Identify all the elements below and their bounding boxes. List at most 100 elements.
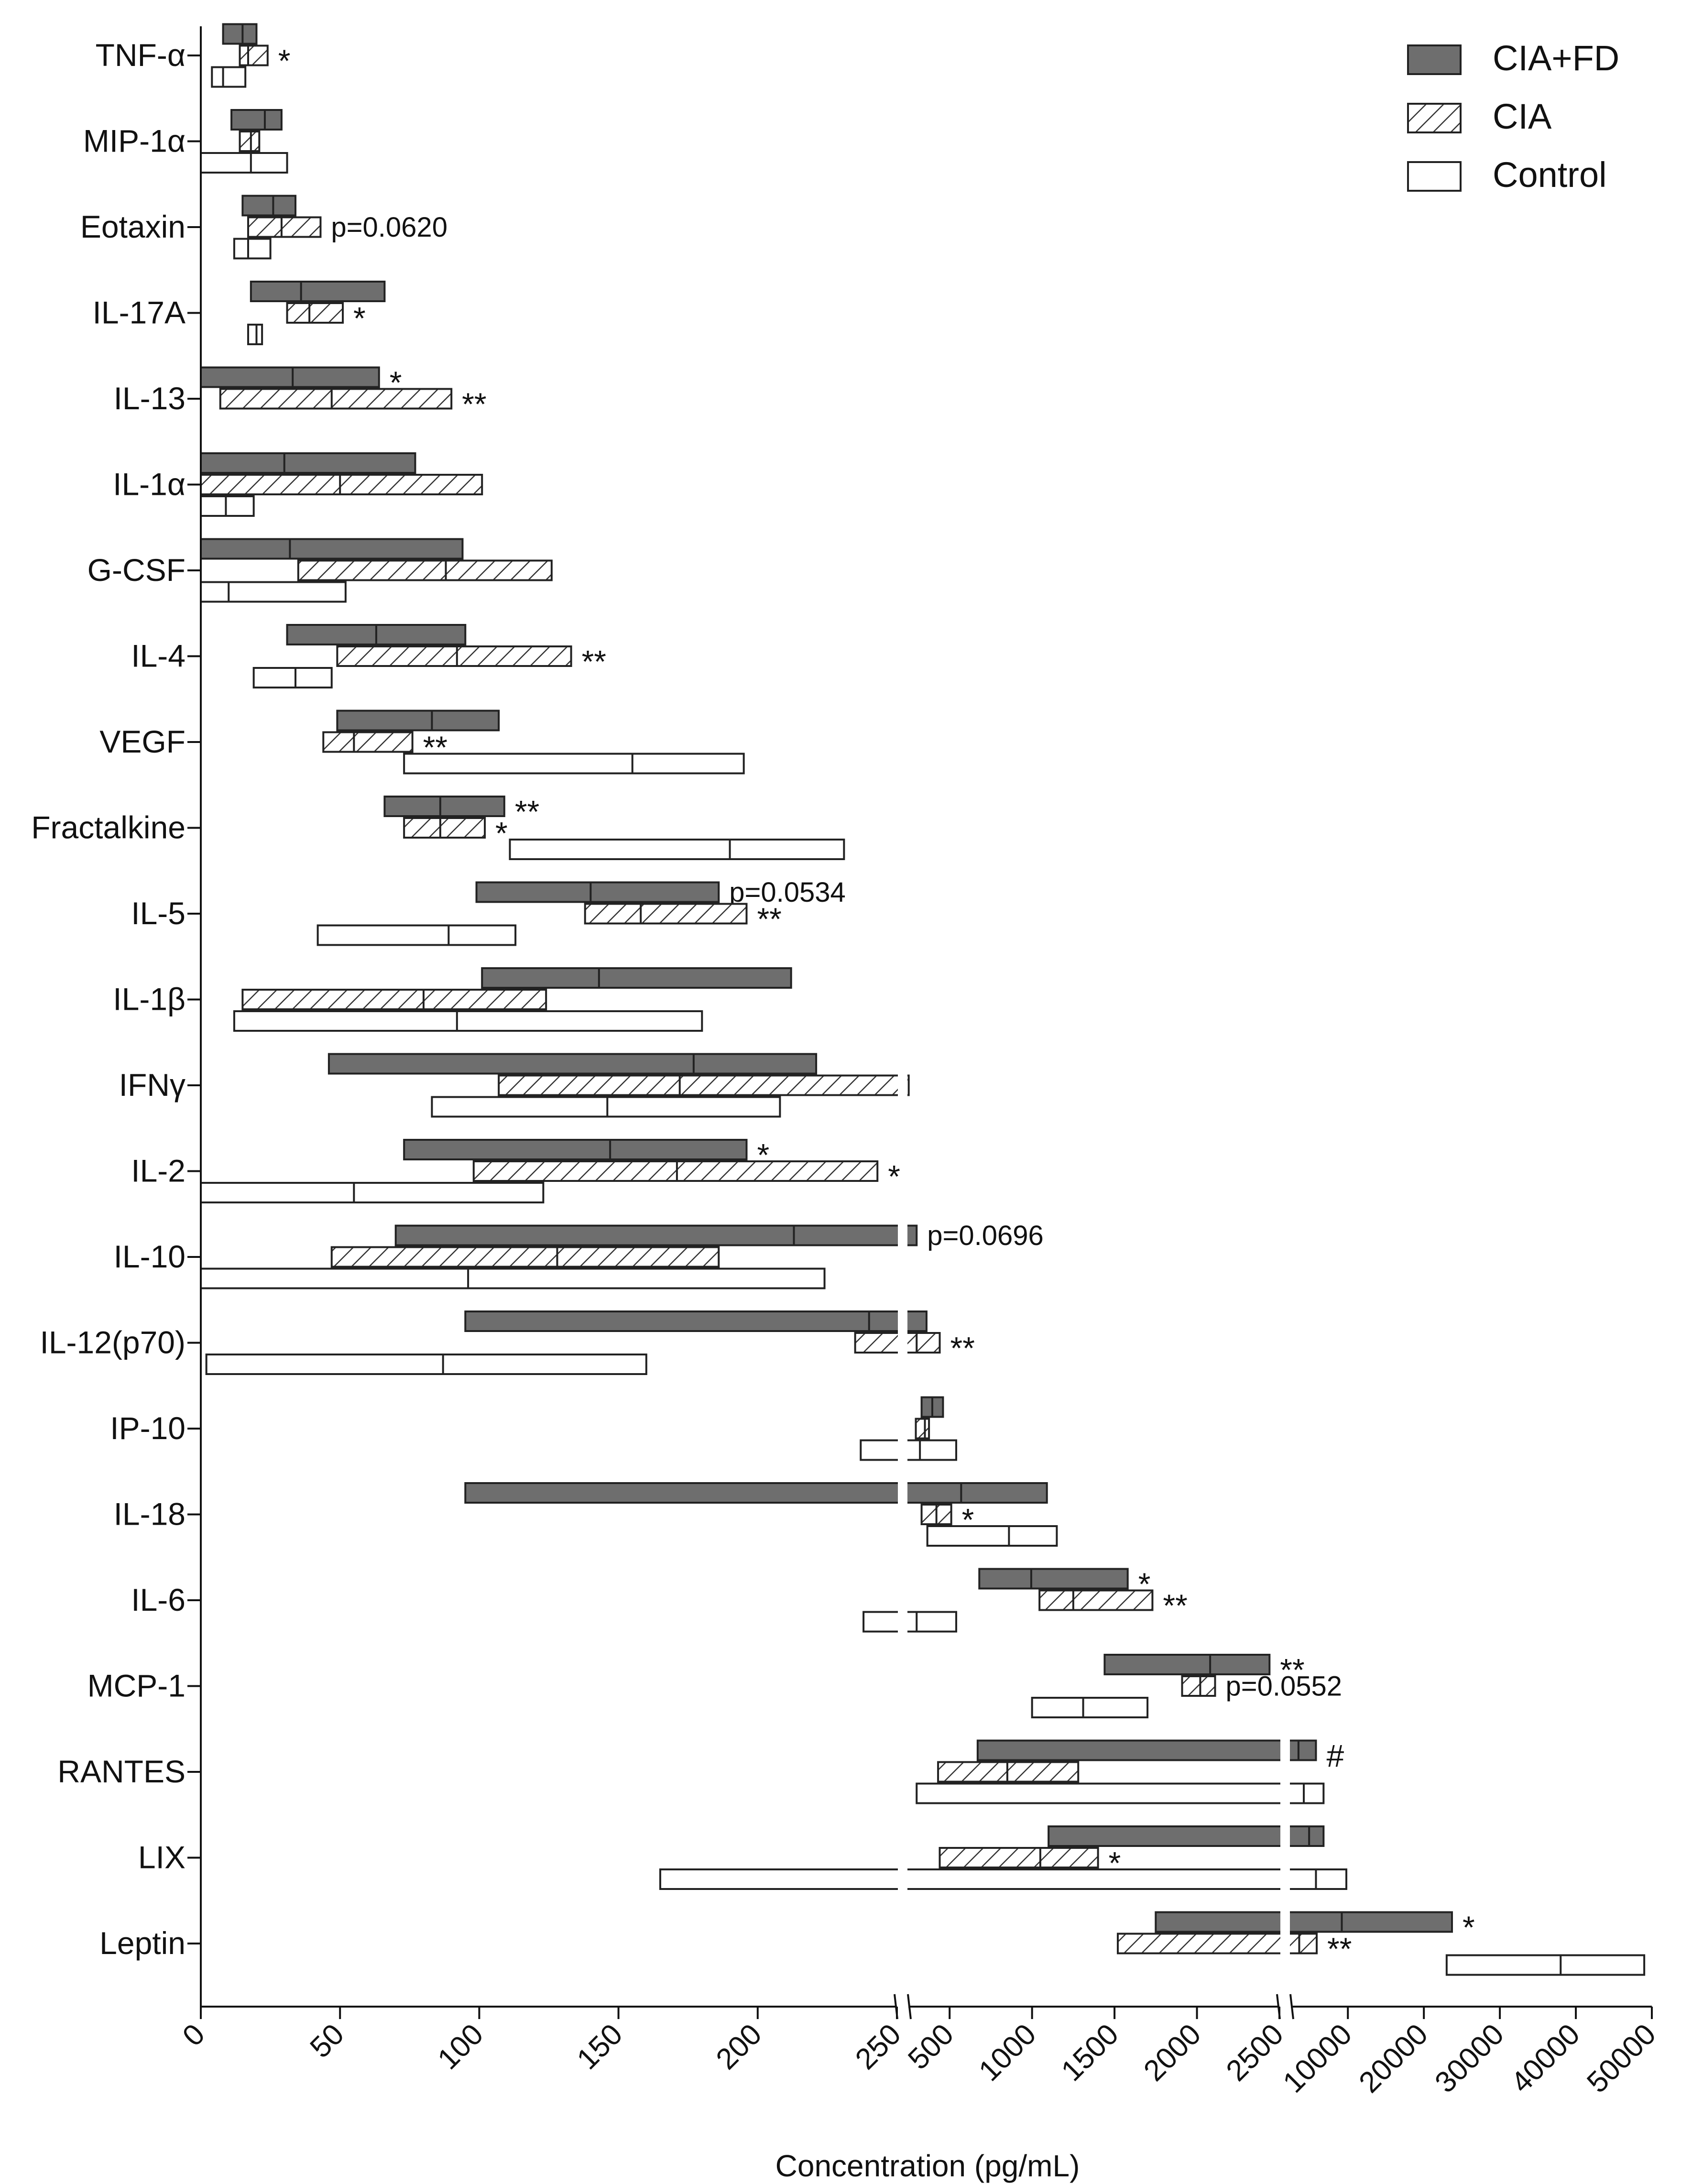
bar-range-il-17a-cia-fd	[250, 281, 386, 302]
bar-range-fractalkine-cia-fd	[383, 796, 505, 817]
bar-range-tnf-cia-fd	[222, 23, 258, 45]
bar-vegf-cia-fd	[336, 710, 500, 732]
bar-range-lix-cia-fd	[1048, 1825, 1325, 1847]
bar-il-17a-cia-fd	[250, 281, 386, 302]
bar-ip-10-control	[860, 1437, 958, 1463]
bar-range-mip-1-cia-fd	[230, 109, 283, 131]
bar-range-il-17a-cia	[286, 302, 344, 324]
category-label-rantes: RANTES	[57, 1754, 186, 1789]
axes-layer: TNF-α MIP-1α Eotaxin IL-17A IL-13 IL-1α G-CSF I…	[31, 26, 1662, 2099]
category-label-il-12-p70: IL-12(p70)	[40, 1325, 186, 1360]
bar-range-il-10-cia	[330, 1246, 720, 1268]
category-label-mip-1: MIP-1α	[83, 123, 186, 159]
bar-tnf-control	[211, 66, 247, 88]
significance-label-fractalkine-cia: *	[495, 816, 508, 851]
bar-il-6-control	[862, 1609, 958, 1635]
bar-range-il-10-control	[200, 1267, 826, 1289]
category-label-il-5: IL-5	[131, 895, 186, 931]
bar-il-2-cia	[472, 1160, 879, 1182]
bar-range-leptin-cia-fd	[1155, 1911, 1453, 1933]
x-tick-label-50000: 50000	[1581, 2018, 1662, 2099]
bar-range-il-6-cia-fd	[978, 1568, 1129, 1590]
bar-range-il-13-cia	[219, 388, 453, 410]
category-label-il-17a: IL-17A	[93, 295, 186, 330]
bar-range-tnf-control	[211, 66, 247, 88]
bar-il-1-cia	[200, 474, 483, 495]
bars-layer: *p=0.0620***********p=0.0534****p=0.0696…	[200, 23, 1646, 1976]
bar-break-gap-1	[898, 1480, 907, 1506]
significance-label-il-17a-cia: *	[353, 301, 366, 336]
bar-il-2-cia-fd	[403, 1139, 748, 1160]
legend-label-control: Control	[1493, 155, 1607, 195]
axis-break-mark-2b	[1289, 1994, 1294, 2020]
bar-ifn-control	[431, 1096, 781, 1118]
bar-il-2-control	[200, 1182, 545, 1203]
bar-range-lix-cia	[939, 1847, 1099, 1868]
significance-label-il-13-cia: **	[462, 386, 486, 422]
bar-il-1-control	[200, 495, 255, 517]
bar-rantes-cia-fd	[976, 1737, 1317, 1763]
bar-range-il-18-control	[926, 1525, 1058, 1547]
bar-range-g-csf-cia-fd	[200, 538, 464, 560]
bar-range-mcp-1-cia-fd	[1103, 1654, 1271, 1675]
bar-range-leptin-control	[1445, 1954, 1646, 1976]
bar-fractalkine-cia-fd	[383, 796, 505, 817]
bar-fractalkine-control	[509, 839, 845, 860]
significance-label-leptin-cia: **	[1327, 1931, 1352, 1966]
bar-range-il-1-cia-fd	[481, 967, 792, 989]
category-label-il-1: IL-1α	[113, 467, 186, 502]
bar-range-ifn-control	[431, 1096, 781, 1118]
x-tick-label-150: 150	[571, 2018, 629, 2076]
bar-il-10-cia	[330, 1246, 720, 1268]
category-label-il-13: IL-13	[114, 381, 186, 416]
legend-item-cia-fd: CIA+FD	[1407, 38, 1619, 78]
x-tick-label-10000: 10000	[1277, 2018, 1358, 2099]
bar-il-18-cia	[920, 1504, 952, 1525]
bar-break-gap-2	[1280, 1780, 1290, 1806]
bar-vegf-cia	[322, 731, 414, 753]
axis-break-mark-1b	[907, 1994, 912, 2020]
bar-break-gap-1	[898, 1072, 907, 1098]
bar-range-rantes-cia-fd	[976, 1739, 1317, 1761]
bar-break-gap-2	[1280, 1867, 1290, 1892]
bar-range-eotaxin-cia-fd	[241, 195, 297, 217]
bar-range-il-2-control	[200, 1182, 545, 1203]
category-label-leptin: Leptin	[99, 1925, 186, 1961]
x-tick-label-1500: 1500	[1055, 2018, 1125, 2087]
bar-il-5-cia	[584, 903, 748, 925]
x-tick-label-250: 250	[849, 2018, 907, 2076]
x-axis-title: Concentration (pg/mL)	[775, 2149, 1080, 2183]
bar-range-ifn-cia	[498, 1074, 910, 1096]
significance-label-leptin-cia-fd: *	[1463, 1910, 1475, 1945]
bar-il-4-cia	[336, 645, 572, 667]
x-tick-label-500: 500	[902, 2018, 960, 2076]
significance-label-il-12-p70-cia: **	[950, 1331, 975, 1366]
significance-label-il-2-cia: *	[888, 1159, 900, 1194]
x-tick-label-200: 200	[710, 2018, 768, 2076]
bar-il-18-cia-fd	[464, 1480, 1048, 1506]
bar-il-13-cia	[219, 388, 453, 410]
legend-swatch-cia	[1407, 103, 1462, 133]
bar-eotaxin-cia-fd	[241, 195, 297, 217]
bar-mip-1-control	[200, 152, 288, 174]
bar-il-1-cia	[241, 989, 547, 1010]
bar-leptin-cia-fd	[1155, 1909, 1453, 1935]
bar-g-csf-cia	[297, 559, 553, 581]
bar-range-il-1-control	[233, 1010, 703, 1032]
bar-g-csf-control	[200, 581, 347, 603]
x-tick-label-30000: 30000	[1429, 2018, 1510, 2099]
bar-range-ip-10-cia	[915, 1418, 930, 1440]
bar-range-il-1-cia	[200, 474, 483, 495]
bar-il-12-p70-cia-fd	[464, 1309, 928, 1334]
bar-range-il-6-cia	[1038, 1589, 1154, 1611]
category-label-il-10: IL-10	[114, 1239, 186, 1274]
bar-range-il-12-p70-control	[205, 1354, 647, 1375]
bar-range-rantes-control	[916, 1782, 1325, 1804]
bar-range-g-csf-cia	[297, 559, 553, 581]
bar-break-gap-1	[898, 1223, 907, 1248]
legend-swatch-cia-fd	[1407, 44, 1462, 75]
bar-break-gap-1	[898, 1867, 907, 1892]
category-label-il-2: IL-2	[131, 1153, 186, 1189]
x-tick-label-0: 0	[176, 2018, 211, 2053]
bar-g-csf-cia-fd	[200, 538, 464, 560]
